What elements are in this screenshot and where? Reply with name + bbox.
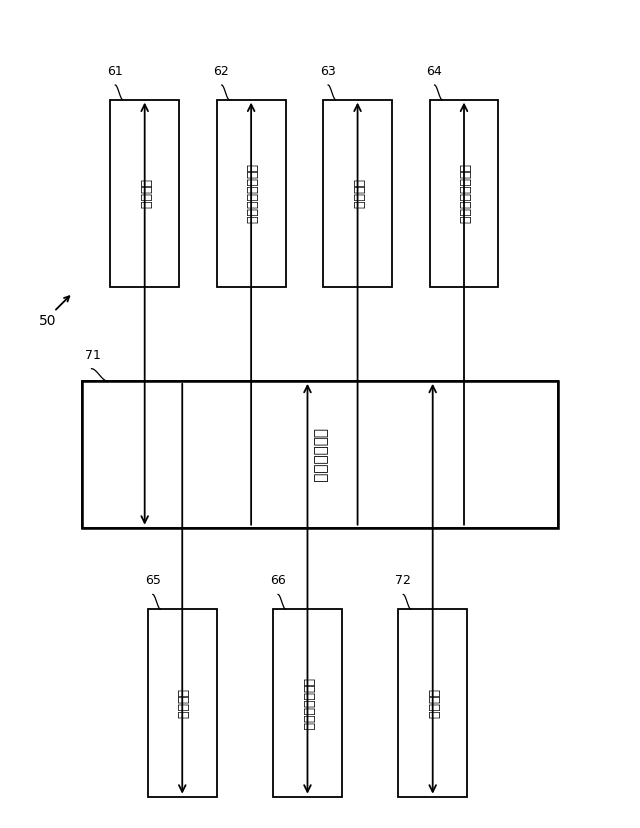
Bar — [273, 609, 342, 797]
Text: マーキング装置: マーキング装置 — [301, 676, 314, 729]
Bar — [429, 100, 499, 288]
Text: 62: 62 — [214, 65, 229, 78]
Text: 検出装置: 検出装置 — [426, 688, 439, 718]
Text: 72: 72 — [395, 574, 411, 586]
Bar — [217, 100, 285, 288]
Text: エアーブロー装置: エアーブロー装置 — [458, 164, 470, 224]
Bar — [82, 382, 558, 528]
Text: 撒像装置: 撒像装置 — [176, 688, 189, 718]
Text: 65: 65 — [145, 574, 161, 586]
Text: 搜送装置: 搜送装置 — [138, 179, 151, 209]
Text: コントローラ: コントローラ — [312, 427, 328, 482]
Text: 磁化装置: 磁化装置 — [351, 179, 364, 209]
Bar — [398, 609, 467, 797]
Text: 50: 50 — [39, 313, 56, 327]
Text: 64: 64 — [426, 65, 442, 78]
Text: 61: 61 — [107, 65, 123, 78]
Text: 蛍光磁粉散布装置: 蛍光磁粉散布装置 — [244, 164, 258, 224]
Bar — [110, 100, 179, 288]
Bar — [323, 100, 392, 288]
Bar — [82, 382, 558, 528]
Bar — [148, 609, 217, 797]
Text: 71: 71 — [85, 348, 101, 361]
Text: 66: 66 — [270, 574, 285, 586]
Text: 63: 63 — [320, 65, 336, 78]
